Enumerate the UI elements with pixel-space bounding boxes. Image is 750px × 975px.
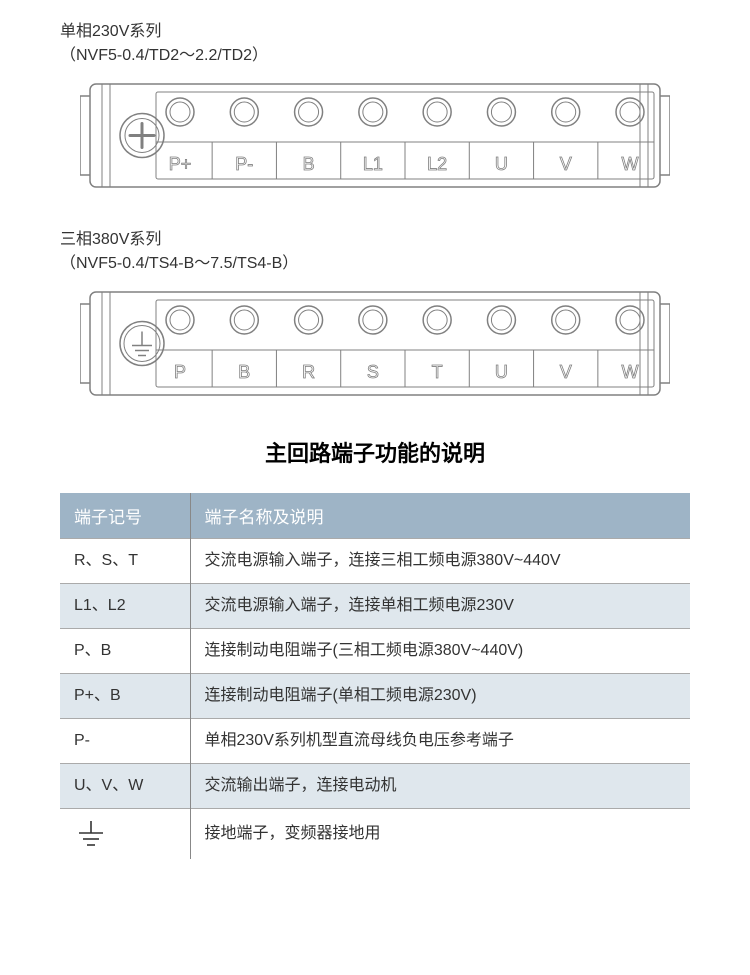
terminal-symbol-cell: L1、L2 — [60, 584, 190, 629]
terminal-symbol-cell: R、S、T — [60, 539, 190, 584]
svg-text:P: P — [174, 362, 186, 382]
series1-title-line2: （NVF5-0.4/TD2～2.2/TD2） — [60, 44, 690, 68]
table-row: R、S、T交流电源输入端子，连接三相工频电源380V~440V — [60, 539, 690, 584]
svg-text:L1: L1 — [363, 154, 383, 174]
terminal-desc-cell: 接地端子，变频器接地用 — [190, 809, 690, 860]
svg-text:L2: L2 — [427, 154, 447, 174]
table-row: P-单相230V系列机型直流母线负电压参考端子 — [60, 719, 690, 764]
terminal-desc-cell: 单相230V系列机型直流母线负电压参考端子 — [190, 719, 690, 764]
svg-text:R: R — [302, 362, 315, 382]
series1-title-line1: 单相230V系列 — [60, 20, 690, 44]
terminal-function-table: 端子记号 端子名称及说明 R、S、T交流电源输入端子，连接三相工频电源380V~… — [60, 493, 690, 859]
table-header-desc: 端子名称及说明 — [190, 493, 690, 539]
ground-icon — [74, 819, 108, 849]
svg-text:P+: P+ — [169, 154, 192, 174]
terminal-desc-cell: 连接制动电阻端子(三相工频电源380V~440V) — [190, 629, 690, 674]
svg-text:T: T — [432, 362, 443, 382]
series2-title-line2: （NVF5-0.4/TS4-B～7.5/TS4-B） — [60, 252, 690, 276]
table-row: 接地端子，变频器接地用 — [60, 809, 690, 860]
svg-text:B: B — [303, 154, 315, 174]
svg-text:V: V — [560, 362, 572, 382]
svg-text:V: V — [560, 154, 572, 174]
terminal-desc-cell: 连接制动电阻端子(单相工频电源230V) — [190, 674, 690, 719]
section-title: 主回路端子功能的说明 — [60, 436, 690, 468]
svg-text:W: W — [622, 154, 639, 174]
series2-title-line1: 三相380V系列 — [60, 228, 690, 252]
series1-terminal-diagram: P+ P- B L1 L2 U V W — [80, 78, 690, 193]
table-row: P+、B连接制动电阻端子(单相工频电源230V) — [60, 674, 690, 719]
terminal-symbol-cell: P- — [60, 719, 190, 764]
svg-text:S: S — [367, 362, 379, 382]
terminal-symbol-cell: U、V、W — [60, 764, 190, 809]
svg-text:U: U — [495, 154, 508, 174]
series2-label: 三相380V系列 （NVF5-0.4/TS4-B～7.5/TS4-B） — [60, 228, 690, 276]
series2-svg: PBRSTUVW — [80, 286, 670, 401]
terminal-symbol-cell: P+、B — [60, 674, 190, 719]
svg-text:P-: P- — [235, 154, 253, 174]
table-row: U、V、W交流输出端子，连接电动机 — [60, 764, 690, 809]
table-row: P、B连接制动电阻端子(三相工频电源380V~440V) — [60, 629, 690, 674]
svg-text:B: B — [238, 362, 250, 382]
terminal-desc-cell: 交流电源输入端子，连接三相工频电源380V~440V — [190, 539, 690, 584]
svg-text:W: W — [622, 362, 639, 382]
terminal-symbol-cell — [60, 809, 190, 860]
table-header-symbol: 端子记号 — [60, 493, 190, 539]
series1-svg: P+ P- B L1 L2 U V W — [80, 78, 670, 193]
terminal-symbol-cell: P、B — [60, 629, 190, 674]
table-row: L1、L2交流电源输入端子，连接单相工频电源230V — [60, 584, 690, 629]
svg-text:U: U — [495, 362, 508, 382]
terminal-desc-cell: 交流输出端子，连接电动机 — [190, 764, 690, 809]
series2-terminal-diagram: PBRSTUVW — [80, 286, 690, 401]
series1-label: 单相230V系列 （NVF5-0.4/TD2～2.2/TD2） — [60, 20, 690, 68]
terminal-desc-cell: 交流电源输入端子，连接单相工频电源230V — [190, 584, 690, 629]
